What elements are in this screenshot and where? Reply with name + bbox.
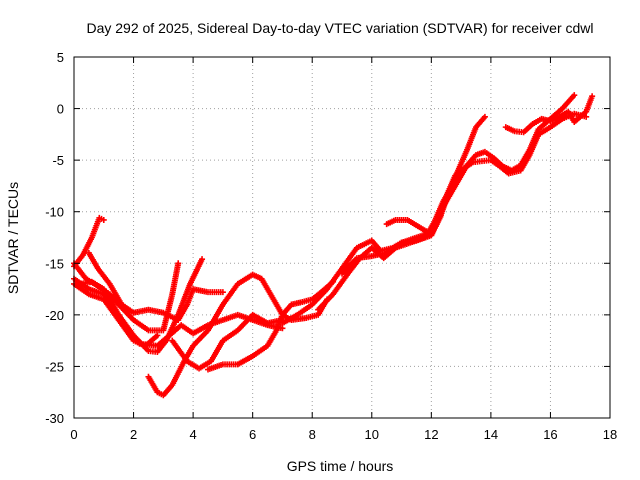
x-tick-label: 8 — [309, 427, 316, 442]
x-axis-ticks: 0 2 4 6 8 10 12 14 16 18 — [70, 57, 617, 442]
data-point — [154, 332, 161, 339]
y-axis-label: SDTVAR / TECUs — [5, 182, 21, 294]
y-tick-label: -5 — [52, 153, 64, 168]
y-tick-label: 0 — [57, 102, 64, 117]
x-tick-label: 2 — [130, 427, 137, 442]
data-point — [589, 93, 596, 100]
y-tick-label: 5 — [57, 50, 64, 65]
data-points — [71, 92, 596, 399]
x-tick-label: 0 — [70, 427, 77, 442]
data-point — [571, 92, 578, 99]
x-tick-label: 6 — [249, 427, 256, 442]
x-tick-label: 18 — [603, 427, 617, 442]
y-tick-label: -30 — [45, 411, 64, 426]
x-tick-label: 10 — [365, 427, 379, 442]
x-tick-label: 12 — [424, 427, 438, 442]
x-tick-label: 4 — [189, 427, 196, 442]
data-point — [279, 325, 286, 332]
x-axis-label: GPS time / hours — [287, 458, 394, 474]
y-tick-label: -20 — [45, 308, 64, 323]
x-tick-label: 16 — [543, 427, 557, 442]
data-point — [199, 256, 206, 263]
data-point — [219, 289, 226, 296]
x-tick-label: 14 — [484, 427, 498, 442]
data-point — [481, 113, 488, 120]
grid-lines — [74, 57, 610, 418]
chart-title: Day 292 of 2025, Sidereal Day-to-day VTE… — [86, 20, 593, 36]
data-point — [458, 165, 465, 172]
plot-frame — [73, 56, 611, 419]
y-tick-label: -10 — [45, 205, 64, 220]
data-point — [100, 216, 107, 223]
y-axis-ticks: 5 0 -5 -10 -15 -20 -25 -30 — [45, 50, 610, 426]
y-tick-label: -15 — [45, 256, 64, 271]
data-point — [175, 260, 182, 267]
y-tick-label: -25 — [45, 359, 64, 374]
